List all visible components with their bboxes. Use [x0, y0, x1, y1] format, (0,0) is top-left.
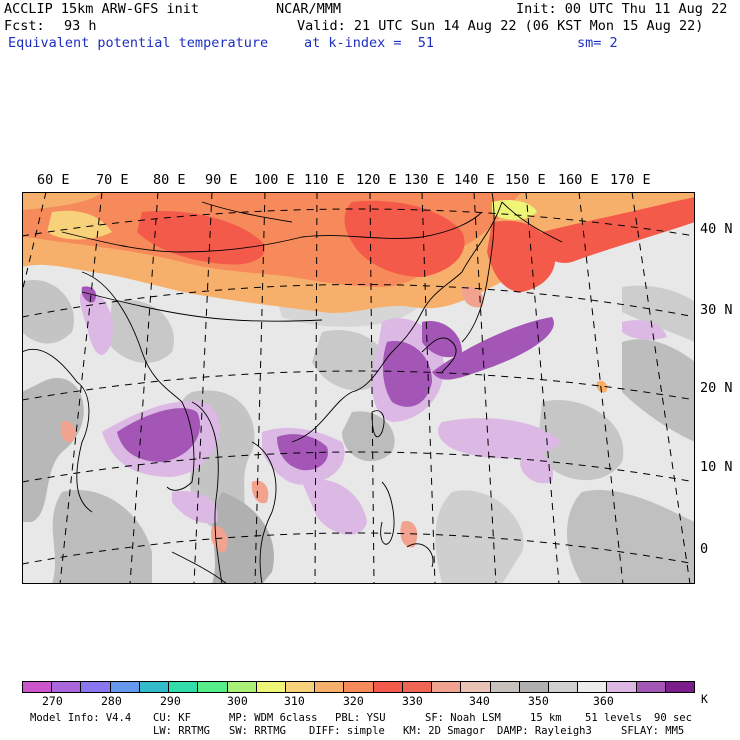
lon-label: 130 E [404, 172, 445, 188]
sw-scheme: SW: RRTMG [229, 725, 286, 737]
colorbar-swatch [285, 682, 316, 692]
lon-label: 60 E [37, 172, 70, 188]
cu-scheme: CU: KF [153, 712, 191, 724]
purple-field [79, 286, 667, 535]
coastlines [22, 192, 563, 584]
colorbar-unit: K [701, 692, 708, 706]
colorbar-swatch [139, 682, 170, 692]
colorbar-swatch [227, 682, 257, 692]
colorbar-swatch [578, 682, 608, 692]
smoothing-label: sm= 2 [577, 35, 618, 51]
grey-field [22, 278, 695, 584]
diff-scheme: DIFF: simple [309, 725, 385, 737]
sf-scheme: SF: Noah LSM [425, 712, 501, 724]
level-label: at k-index = 51 [304, 35, 435, 51]
mp-scheme: MP: WDM 6class [229, 712, 318, 724]
colorbar-swatch [315, 682, 345, 692]
colorbar-swatch [665, 682, 695, 692]
colorbar-tick: 270 [42, 694, 63, 708]
lon-label: 170 E [610, 172, 651, 188]
colorbar-swatch [432, 682, 462, 692]
lon-label: 140 E [454, 172, 495, 188]
pbl-scheme: PBL: YSU [335, 712, 386, 724]
lon-label: 110 E [304, 172, 345, 188]
init-time: Init: 00 UTC Thu 11 Aug 22 [516, 1, 728, 17]
colorbar-swatch [548, 682, 579, 692]
colorbar-tick: 310 [284, 694, 305, 708]
colorbar-tick: 340 [469, 694, 490, 708]
colorbar-swatch [344, 682, 374, 692]
colorbar [22, 681, 695, 693]
lon-label: 150 E [505, 172, 546, 188]
lat-label: 0 [700, 541, 709, 557]
forecast-hour: 93 h [64, 18, 97, 34]
colorbar-swatch [256, 682, 286, 692]
colorbar-tick: 300 [227, 694, 248, 708]
lon-label: 80 E [153, 172, 186, 188]
lon-label: 120 E [356, 172, 397, 188]
colorbar-swatch [519, 682, 549, 692]
colorbar-swatch [52, 682, 82, 692]
colorbar-swatch [81, 682, 111, 692]
resolution: 15 km [530, 712, 562, 724]
colorbar-tick: 330 [402, 694, 423, 708]
colorbar-tick: 320 [343, 694, 364, 708]
colorbar-swatch [607, 682, 637, 692]
colorbar-swatch [169, 682, 199, 692]
lat-label: 40 N [700, 221, 733, 237]
colorbar-tick: 350 [528, 694, 549, 708]
lon-label: 160 E [558, 172, 599, 188]
damp-scheme: DAMP: Rayleigh3 [497, 725, 592, 737]
warm-band [22, 192, 695, 314]
timestep: 90 sec [654, 712, 692, 724]
colorbar-tick: 280 [101, 694, 122, 708]
forecast-label: Fcst: [4, 18, 45, 34]
colorbar-swatch [198, 682, 228, 692]
colorbar-swatch [373, 682, 403, 692]
model-title: ACCLIP 15km ARW-GFS init [4, 1, 200, 17]
lon-label: 70 E [96, 172, 129, 188]
km-scheme: KM: 2D Smagor [403, 725, 486, 737]
colorbar-swatch [636, 682, 666, 692]
lat-label: 30 N [700, 302, 733, 318]
vertical-levels: 51 levels [585, 712, 642, 724]
colorbar-swatch [402, 682, 433, 692]
theta-e-map [22, 192, 695, 584]
lon-label: 100 E [254, 172, 295, 188]
valid-time: Valid: 21 UTC Sun 14 Aug 22 (06 KST Mon … [297, 18, 704, 34]
colorbar-tick: 290 [160, 694, 181, 708]
colorbar-swatch [461, 682, 491, 692]
field-name: Equivalent potential temperature [8, 35, 269, 51]
lat-label: 10 N [700, 459, 733, 475]
colorbar-swatch [110, 682, 140, 692]
sflay-scheme: SFLAY: MM5 [621, 725, 685, 737]
lon-label: 90 E [205, 172, 238, 188]
lat-label: 20 N [700, 380, 733, 396]
map-frame [22, 192, 695, 584]
center-label: NCAR/MMM [276, 1, 342, 17]
colorbar-swatch [490, 682, 520, 692]
colorbar-tick: 360 [593, 694, 614, 708]
colorbar-swatch [23, 682, 53, 692]
lw-scheme: LW: RRTMG [153, 725, 210, 737]
model-info: Model Info: V4.4 [30, 712, 132, 724]
